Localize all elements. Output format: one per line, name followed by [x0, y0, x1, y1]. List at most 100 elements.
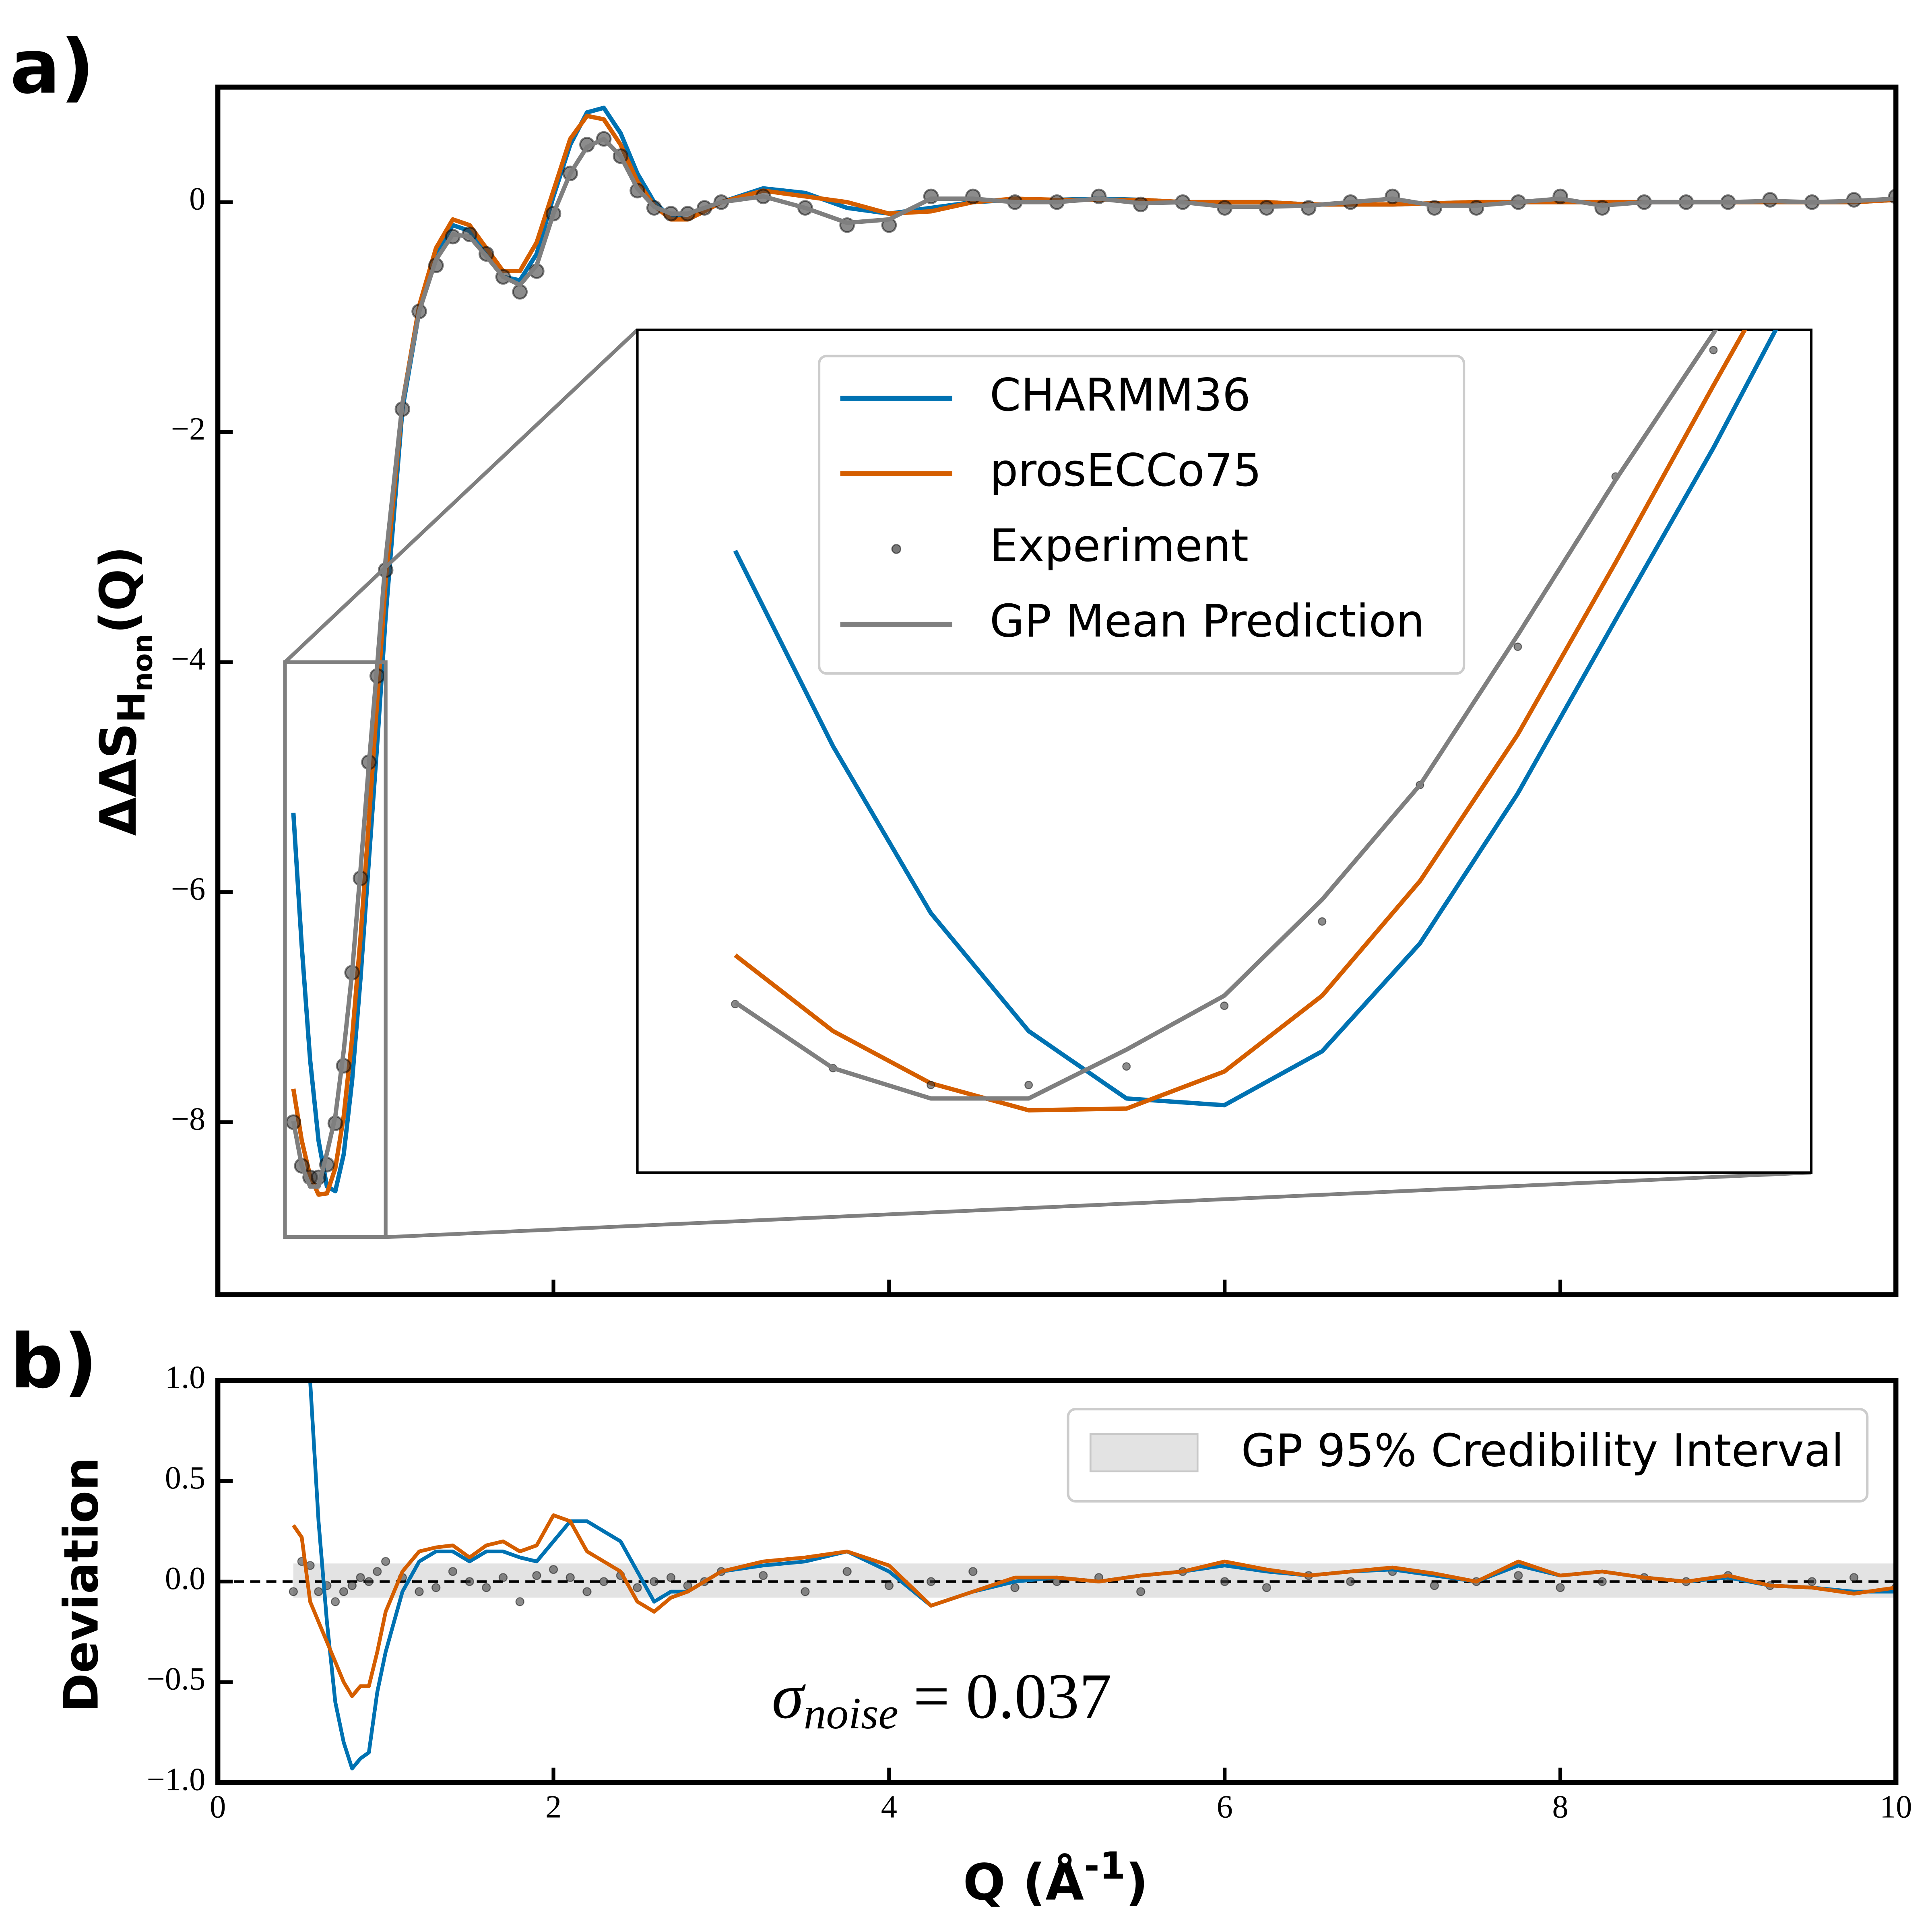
- panel-label: b): [10, 1318, 98, 1405]
- y-label-subsub: non: [127, 634, 159, 692]
- zoom-box: [283, 660, 388, 1239]
- data-point: [330, 1597, 340, 1606]
- data-point: [549, 1565, 558, 1574]
- data-point: [1709, 346, 1718, 355]
- x-axis-label: Q (Å-1): [963, 1844, 1148, 1912]
- y-tick-label: −6: [171, 871, 206, 907]
- data-point: [1513, 642, 1522, 651]
- data-point: [582, 1587, 592, 1596]
- data-point: [381, 1557, 390, 1566]
- deviation-plot-area: [289, 1380, 1896, 1771]
- y-tick-label: 0.5: [165, 1460, 206, 1496]
- data-point: [465, 1577, 474, 1586]
- data-point: [1122, 1062, 1131, 1071]
- x-tick-label: 10: [1880, 1789, 1912, 1825]
- data-point: [1346, 1577, 1355, 1586]
- x-label-tail: ): [1125, 1854, 1148, 1911]
- x-label-main: Q (Å: [963, 1854, 1084, 1911]
- data-point: [566, 1573, 575, 1582]
- data-point: [356, 1573, 365, 1582]
- data-point: [364, 1577, 374, 1586]
- y-label-tail: (Q): [90, 546, 148, 634]
- data-point: [347, 1581, 357, 1590]
- y-tick-label: −2: [171, 411, 206, 447]
- legend-label: GP 95% Credibility Interval: [1241, 1425, 1844, 1477]
- data-point: [373, 1567, 382, 1576]
- y-label-main: ΔΔS: [90, 723, 148, 836]
- data-point: [431, 1583, 441, 1592]
- y-label-sub: H: [110, 691, 153, 723]
- data-line: [734, 330, 1748, 1113]
- data-point: [666, 1573, 676, 1582]
- data-line: [292, 1513, 1896, 1698]
- x-tick-label: 8: [1552, 1789, 1568, 1825]
- x-tick-label: 6: [1217, 1789, 1233, 1825]
- data-point: [515, 1597, 524, 1606]
- data-point: [1430, 1581, 1439, 1590]
- x-label-sup: -1: [1084, 1844, 1125, 1888]
- data-point: [1318, 917, 1327, 926]
- zoom-connector: [283, 328, 639, 664]
- data-point: [968, 1567, 978, 1576]
- data-point: [498, 1573, 508, 1582]
- y-tick-label: −8: [171, 1101, 206, 1137]
- data-line: [291, 114, 1896, 1197]
- data-point: [1220, 1577, 1229, 1586]
- data-point: [1024, 1081, 1033, 1090]
- legend-box: [1067, 1408, 1869, 1503]
- data-point: [1849, 1573, 1859, 1582]
- y-tick-label: −0.5: [147, 1661, 205, 1697]
- annotation: σnoise = 0.037: [772, 1660, 1112, 1738]
- data-point: [448, 1567, 458, 1576]
- axes-frame: [215, 1378, 1899, 1785]
- legend-marker: [891, 544, 902, 554]
- legend-label: CHARMM36: [990, 369, 1251, 421]
- axes-frame: [215, 85, 1899, 1297]
- data-point: [599, 1577, 609, 1586]
- data-point: [926, 1577, 936, 1586]
- data-point: [1136, 1587, 1146, 1596]
- data-point: [927, 1081, 935, 1090]
- y-tick-label: 1.0: [165, 1359, 206, 1395]
- y-tick-label: 0.0: [165, 1560, 206, 1596]
- legend-patch: [1089, 1433, 1199, 1472]
- data-point: [884, 1581, 894, 1590]
- data-point: [1556, 1583, 1565, 1592]
- y-tick-label: −1.0: [147, 1761, 205, 1797]
- legend-label: Experiment: [990, 520, 1249, 572]
- data-point: [1807, 1577, 1816, 1586]
- annotation-text: = 0.037: [913, 1660, 1112, 1732]
- data-point: [1220, 1001, 1229, 1010]
- data-line: [734, 330, 1718, 1101]
- data-point: [759, 1571, 768, 1580]
- y-axis-label: Deviation: [54, 1457, 109, 1712]
- data-line: [291, 136, 1896, 1189]
- x-tick-label: 2: [545, 1789, 561, 1825]
- y-tick-label: −4: [171, 641, 206, 677]
- data-point: [633, 1583, 642, 1592]
- main-plot-area: [285, 105, 1896, 1197]
- data-point: [650, 1577, 659, 1586]
- x-tick-label: 4: [881, 1789, 897, 1825]
- data-point: [801, 1587, 810, 1596]
- data-point: [289, 1587, 298, 1596]
- y-axis-label: ΔΔSHnon(Q): [90, 546, 159, 836]
- inset-plot-area: [731, 330, 1778, 1113]
- data-point: [1010, 1583, 1020, 1592]
- x-tick-label: 0: [210, 1789, 226, 1825]
- zoom-connector: [385, 1170, 1812, 1239]
- annotation-symbol: σ: [772, 1660, 806, 1732]
- data-point: [842, 1567, 852, 1576]
- annotation-subscript: noise: [804, 1689, 898, 1738]
- data-point: [1514, 1571, 1523, 1580]
- legend-label: prosECCo75: [990, 445, 1262, 497]
- y-tick-label: 0: [189, 181, 205, 217]
- data-point: [1262, 1583, 1271, 1592]
- data-point: [482, 1583, 491, 1592]
- data-point: [314, 1587, 323, 1596]
- data-point: [1598, 1577, 1607, 1586]
- data-point: [532, 1571, 541, 1580]
- data-point: [339, 1587, 349, 1596]
- panel-label: a): [10, 23, 95, 110]
